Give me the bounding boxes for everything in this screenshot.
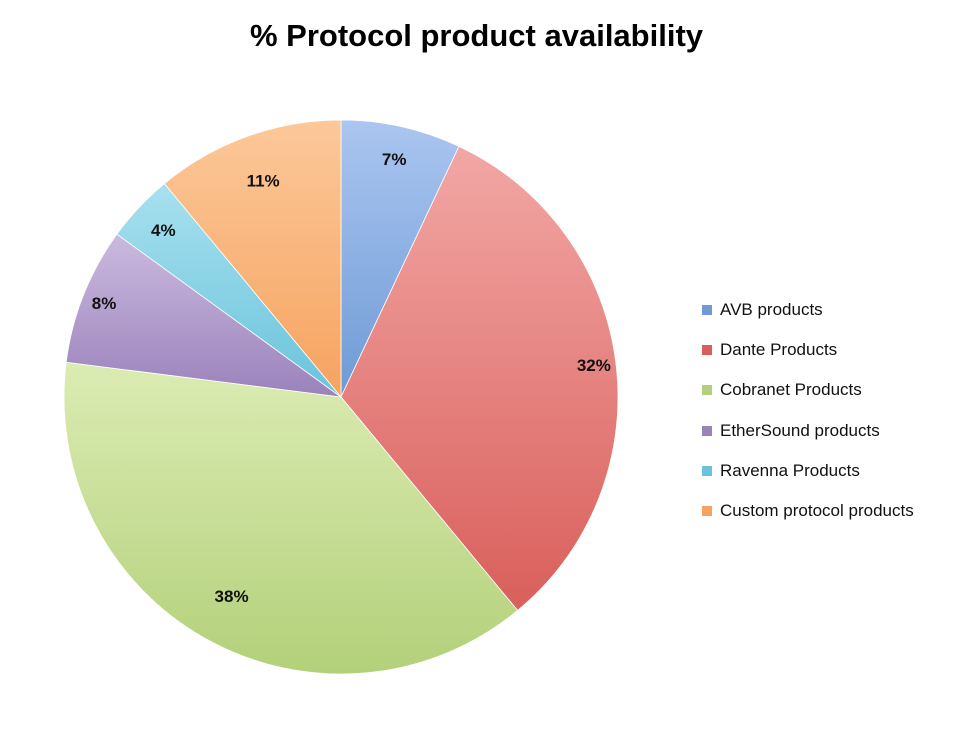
pie-slice-dante-products bbox=[340, 145, 619, 611]
slice-label-ethersound-products: 8% bbox=[92, 294, 117, 313]
slice-label-custom-protocol-products: 11% bbox=[247, 172, 280, 191]
legend-swatch bbox=[702, 506, 712, 517]
legend-item-custom-protocol-products: Custom protocol products bbox=[702, 491, 914, 531]
pie-slices bbox=[63, 119, 619, 675]
pie-slice-avb-products bbox=[340, 119, 460, 398]
legend-label: AVB products bbox=[720, 300, 823, 320]
slice-label-ravenna-products: 4% bbox=[151, 221, 176, 240]
legend-swatch bbox=[702, 385, 712, 396]
chart-title: % Protocol product availability bbox=[249, 18, 704, 53]
slice-label-avb-products: 7% bbox=[382, 150, 407, 169]
legend-swatch bbox=[702, 305, 712, 316]
legend-swatch bbox=[702, 465, 712, 476]
legend-label: Cobranet Products bbox=[720, 380, 862, 400]
legend-item-ravenna-products: Ravenna Products bbox=[702, 451, 914, 491]
legend-swatch bbox=[702, 345, 712, 356]
pie-slice-ethersound-products bbox=[65, 233, 342, 398]
pie-slice-cobranet-products bbox=[63, 361, 519, 675]
slice-label-cobranet-products: 38% bbox=[215, 587, 249, 606]
pie-slice-labels: 7% 32% 38% 8% 4% 11% bbox=[92, 150, 611, 606]
pie-slice-custom-protocol-products bbox=[163, 119, 342, 399]
legend-item-avb-products: AVB products bbox=[702, 290, 914, 330]
legend: AVB products Dante Products Cobranet Produ… bbox=[702, 290, 914, 531]
legend-item-cobranet-products: Cobranet Products bbox=[702, 370, 914, 410]
legend-label: Dante Products bbox=[720, 340, 838, 360]
legend-label: Custom protocol products bbox=[720, 501, 914, 521]
legend-item-dante-products: Dante Products bbox=[702, 330, 914, 370]
legend-swatch bbox=[702, 425, 712, 436]
legend-label: Ravenna Products bbox=[720, 460, 860, 480]
legend-label: EtherSound products bbox=[720, 420, 880, 440]
legend-item-ethersound-products: EtherSound products bbox=[702, 411, 914, 451]
slice-label-dante-products: 32% bbox=[577, 356, 611, 375]
